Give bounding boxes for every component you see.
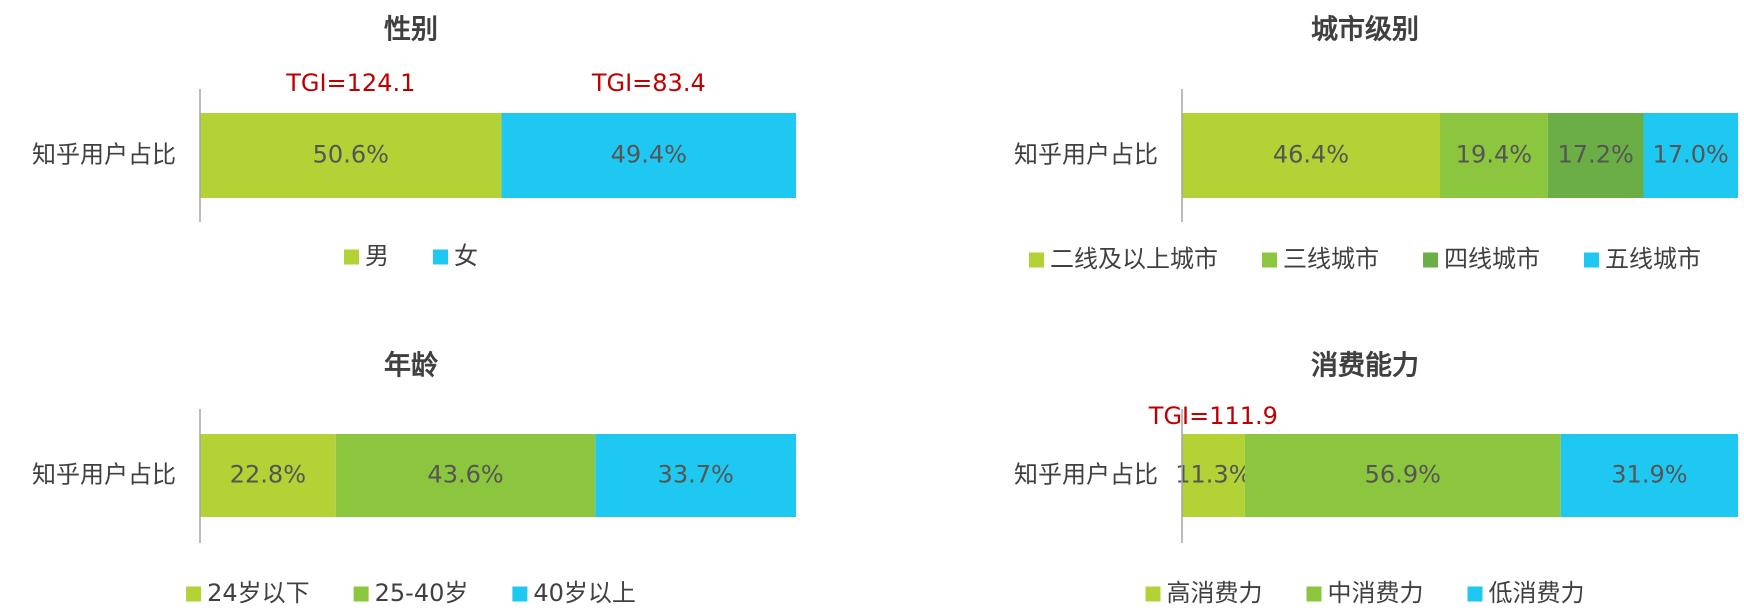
legend-swatch [344, 249, 359, 265]
data-label: 31.9% [1611, 461, 1687, 489]
legend-label: 男 [365, 242, 389, 270]
legend-label: 24岁以下 [207, 579, 310, 607]
legend-label: 低消费力 [1489, 579, 1585, 607]
legend-swatch [1262, 252, 1277, 268]
category-label: 知乎用户占比 [1014, 141, 1158, 169]
legend-swatch [1306, 586, 1322, 602]
tgi-annotation: TGI=124.1 [285, 69, 415, 97]
tgi-annotation: TGI=83.4 [591, 69, 706, 97]
data-label: 11.3% [1175, 461, 1251, 489]
legend-swatch [1423, 252, 1438, 268]
bar-segment [1182, 434, 1245, 517]
legend-label: 25-40岁 [375, 579, 469, 607]
bar-segment [1182, 113, 1440, 198]
legend-swatch [512, 586, 528, 602]
legend-swatch [1029, 252, 1044, 268]
data-label: 22.8% [230, 461, 306, 489]
legend-swatch [353, 586, 369, 602]
bar-segment [1560, 434, 1738, 517]
legend-swatch [1145, 586, 1161, 602]
legend-label: 四线城市 [1444, 245, 1540, 273]
chart-title: 性别 [384, 15, 438, 46]
data-label: 19.4% [1456, 141, 1532, 169]
legend-label: 女 [454, 242, 478, 270]
data-label: 17.2% [1558, 141, 1634, 169]
bar-segment [200, 434, 336, 517]
legend-label: 高消费力 [1167, 579, 1263, 607]
bar-segment [1439, 113, 1548, 198]
legend-label: 五线城市 [1605, 245, 1701, 273]
data-label: 50.6% [313, 141, 389, 169]
bar-segment [595, 434, 796, 517]
chart-title: 消费能力 [1311, 350, 1419, 382]
legend: 24岁以下 25-40岁 40岁以上 [186, 579, 636, 607]
data-label: 56.9% [1365, 461, 1441, 489]
legend-label: 三线城市 [1283, 245, 1379, 273]
data-label: 43.6% [427, 461, 503, 489]
category-label: 知乎用户占比 [32, 461, 176, 489]
legend-label: 40岁以上 [533, 579, 636, 607]
legend-swatch [186, 586, 202, 602]
bar-segment [200, 113, 502, 198]
category-label: 知乎用户占比 [32, 141, 176, 169]
legend: 男女 [344, 242, 478, 270]
legend-swatch [1584, 252, 1599, 268]
legend: 二线及以上城市 三线城市 四线城市 五线城市 [1029, 245, 1701, 273]
tgi-annotation: TGI=111.9 [1148, 402, 1278, 430]
data-label: 17.0% [1653, 141, 1729, 169]
bar-segment [1547, 113, 1644, 198]
legend-swatch [1467, 586, 1483, 602]
bar-segment [1244, 434, 1561, 517]
bar-segment [335, 434, 596, 517]
chart-panel: 性别知乎用户占比 50.6%TGI=124.149.4%TGI=83.4男女 [32, 15, 796, 270]
data-label: 33.7% [658, 461, 734, 489]
bar-segment [1643, 113, 1738, 198]
legend-label: 二线及以上城市 [1050, 245, 1218, 273]
legend: 高消费力 中消费力 低消费力 [1145, 579, 1585, 607]
data-label: 46.4% [1273, 141, 1349, 169]
bar-segment [501, 113, 796, 198]
data-label: 49.4% [611, 141, 687, 169]
category-label: 知乎用户占比 [1014, 461, 1158, 489]
chart-title: 年龄 [384, 350, 439, 382]
chart-title: 城市级别 [1311, 14, 1419, 46]
legend-swatch [433, 249, 448, 265]
legend-label: 中消费力 [1328, 579, 1424, 607]
